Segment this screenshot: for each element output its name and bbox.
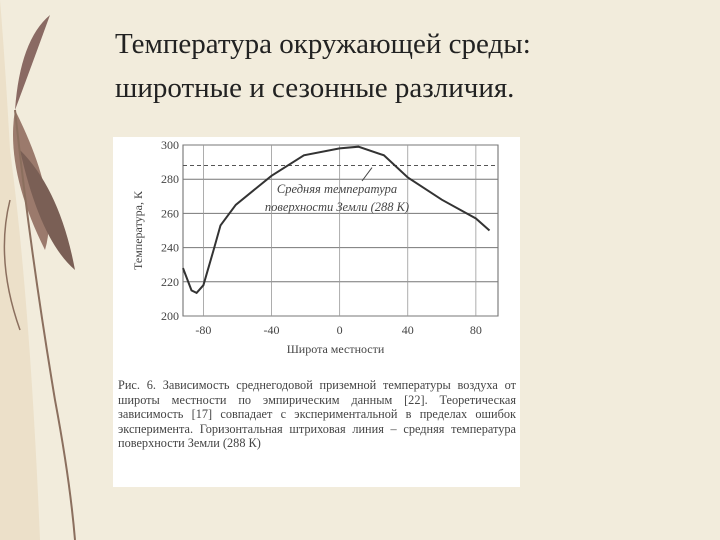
x-tick-label: -80 [195, 323, 211, 337]
y-tick-label: 240 [161, 241, 179, 255]
annotation-arrow [361, 167, 373, 182]
annotation: Средняя температура [277, 182, 397, 196]
plot-frame [182, 144, 499, 317]
title-line: широтные и сезонные различия. [115, 72, 515, 104]
x-tick-label: 80 [470, 323, 482, 337]
y-tick-label: 280 [161, 172, 179, 186]
x-axis-label: Широта местности [287, 342, 385, 356]
annotation: поверхности Земли (288 К) [265, 200, 409, 214]
data-line [182, 145, 491, 295]
caption: Рис. 6. Зависимость среднегодовой призем… [118, 378, 516, 450]
x-tick-label: 40 [402, 323, 414, 337]
x-tick-label: 0 [337, 323, 343, 337]
y-tick-label: 200 [161, 309, 179, 323]
y-tick-label: 260 [161, 206, 179, 220]
y-axis-label: Температура, К [131, 190, 145, 270]
y-tick-label: 220 [161, 275, 179, 289]
x-tick-label: -40 [264, 323, 280, 337]
figure-card [113, 137, 520, 487]
title-line: Температура окружающей среды: [115, 28, 531, 60]
y-tick-label: 300 [161, 138, 179, 152]
